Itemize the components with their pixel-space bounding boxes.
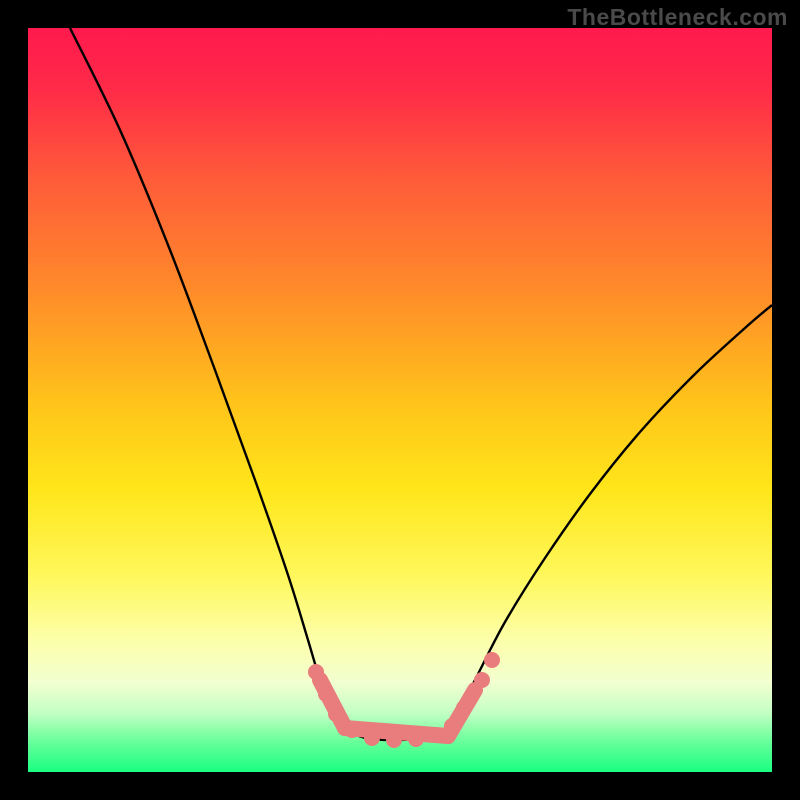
gradient-background bbox=[28, 28, 772, 772]
watermark-text: TheBottleneck.com bbox=[567, 4, 788, 31]
chart-svg bbox=[0, 0, 800, 800]
